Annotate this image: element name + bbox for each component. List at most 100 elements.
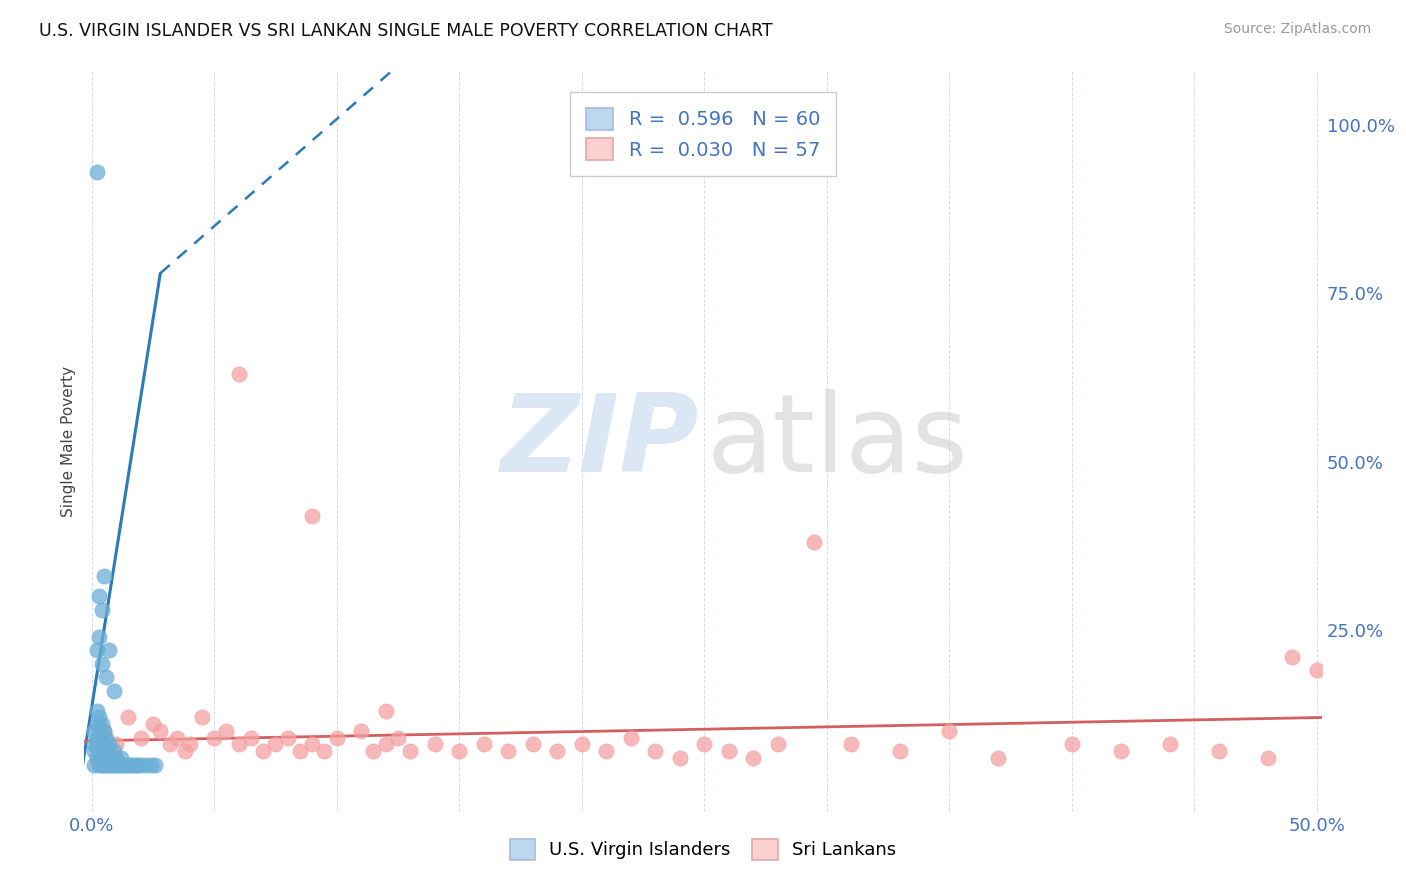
Point (83, 738, 105, 752)
Point (90, 657, 112, 671)
Point (103, 683, 125, 698)
Point (87, 723, 110, 738)
Point (595, 744, 617, 758)
Point (644, 744, 666, 758)
Point (159, 738, 181, 752)
Point (145, 757, 167, 772)
Point (105, 738, 128, 752)
Point (117, 710, 139, 724)
Point (86, 165, 108, 179)
Point (301, 508, 323, 523)
Point (363, 744, 385, 758)
Point (97, 643, 120, 657)
Point (90, 731, 112, 745)
Point (288, 744, 311, 758)
Point (97, 757, 120, 772)
Point (96, 670, 118, 684)
Point (100, 751, 122, 765)
Point (107, 757, 129, 772)
Point (252, 744, 274, 758)
Point (472, 738, 495, 752)
Point (264, 738, 287, 752)
Point (423, 738, 446, 752)
Point (87, 738, 110, 752)
Point (127, 757, 149, 772)
Point (693, 738, 716, 752)
Point (87, 630, 110, 644)
Point (228, 738, 250, 752)
Point (90, 603, 112, 617)
Point (166, 731, 188, 745)
Point (90, 751, 112, 765)
Text: U.S. VIRGIN ISLANDER VS SRI LANKAN SINGLE MALE POVERTY CORRELATION CHART: U.S. VIRGIN ISLANDER VS SRI LANKAN SINGL… (39, 22, 773, 40)
Point (374, 738, 396, 752)
Point (620, 731, 643, 745)
Point (93, 723, 115, 738)
Point (314, 744, 336, 758)
Point (1208, 744, 1230, 758)
Point (277, 731, 299, 745)
Point (96, 744, 118, 758)
Point (105, 751, 128, 765)
Point (1257, 751, 1279, 765)
Point (135, 757, 157, 772)
Point (803, 535, 825, 549)
Point (179, 738, 201, 752)
Point (96, 731, 118, 745)
Point (86, 731, 108, 745)
Point (1159, 738, 1181, 752)
Point (97, 738, 120, 752)
Point (1109, 744, 1132, 758)
Point (87, 590, 110, 604)
Point (766, 738, 789, 752)
Point (717, 744, 740, 758)
Point (239, 731, 262, 745)
Point (87, 757, 110, 772)
Text: Source: ZipAtlas.com: Source: ZipAtlas.com (1223, 22, 1371, 37)
Point (100, 757, 122, 772)
Point (103, 757, 125, 772)
Text: ZIP: ZIP (501, 389, 699, 494)
Point (93, 738, 115, 752)
Legend: R =  0.596   N = 60, R =  0.030   N = 57: R = 0.596 N = 60, R = 0.030 N = 57 (571, 92, 835, 176)
Point (90, 757, 112, 772)
Point (325, 731, 347, 745)
Point (387, 731, 409, 745)
Point (546, 744, 568, 758)
Point (449, 744, 471, 758)
Point (399, 744, 422, 758)
Point (215, 723, 238, 738)
Point (93, 723, 115, 738)
Point (90, 744, 112, 758)
Point (374, 704, 396, 718)
Point (93, 751, 115, 765)
Point (125, 757, 148, 772)
Point (938, 723, 960, 738)
Point (139, 757, 162, 772)
Point (97, 744, 120, 758)
Point (129, 731, 152, 745)
Point (86, 751, 108, 765)
Point (987, 751, 1010, 765)
Point (86, 704, 108, 718)
Point (350, 723, 373, 738)
Point (115, 757, 138, 772)
Point (117, 757, 139, 772)
Point (122, 757, 145, 772)
Point (668, 751, 690, 765)
Point (86, 643, 108, 657)
Point (110, 757, 132, 772)
Point (105, 757, 128, 772)
Point (87, 751, 110, 765)
Point (149, 723, 172, 738)
Point (571, 738, 593, 752)
Point (742, 751, 765, 765)
Point (83, 744, 105, 758)
Point (110, 751, 132, 765)
Point (1281, 649, 1303, 664)
Point (112, 757, 135, 772)
Point (301, 738, 323, 752)
Y-axis label: Single Male Poverty: Single Male Poverty (60, 366, 76, 517)
Point (228, 368, 250, 382)
Point (83, 723, 105, 738)
